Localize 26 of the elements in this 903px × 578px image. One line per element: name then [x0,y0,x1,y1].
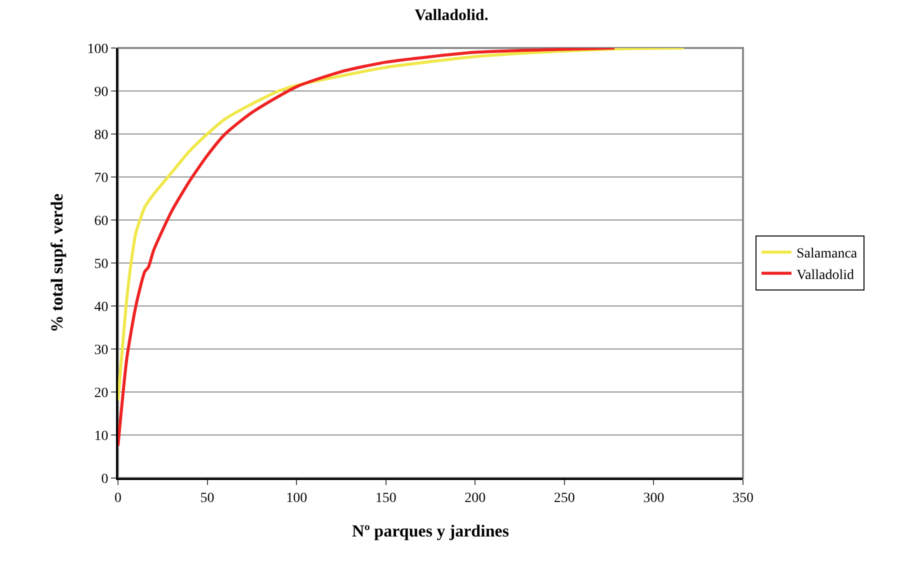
y-tick-label: 50 [94,256,108,272]
legend-label: Valladolid [796,268,854,283]
y-tick-label: 20 [94,386,108,401]
x-axis-title: Nº parques y jardines [352,522,510,541]
y-tick-label: 80 [94,128,108,143]
y-tick-label: 40 [94,300,108,315]
y-tick-label: 60 [94,214,108,229]
x-tick-label: 50 [200,490,214,506]
chart-title: Valladolid. [414,6,488,24]
line-series [118,48,616,448]
x-tick-label: 250 [554,490,575,506]
y-tick-label: 70 [94,170,108,186]
y-tick-label: 90 [94,84,108,100]
x-tick-label: 100 [286,490,308,506]
x-tick-label: 150 [375,490,396,506]
y-axis-title: % total supf. verde [47,193,66,332]
x-tick-label: 200 [464,490,486,506]
x-tick-label: 350 [732,490,754,506]
y-tick-label: 30 [94,342,108,358]
y-tick-label: 10 [94,428,108,444]
x-tick-label: 300 [643,490,664,506]
legend-label: Salamanca [796,246,858,262]
y-tick-label: 100 [87,42,108,57]
line-series [118,48,686,402]
y-tick-label: 0 [101,472,108,487]
x-tick-label: 0 [114,490,122,506]
